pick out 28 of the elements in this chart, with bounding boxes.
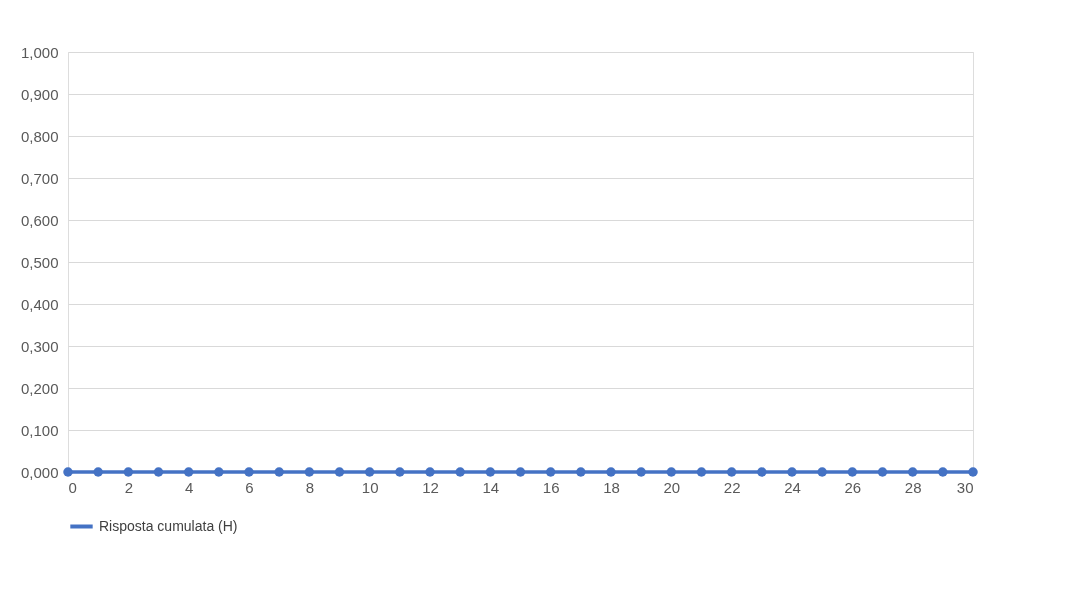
x-tick-label: 8 bbox=[305, 478, 315, 496]
x-tick-label: 18 bbox=[603, 478, 620, 496]
y-tick-label: 0,700 bbox=[20, 169, 59, 187]
x-tick-label: 20 bbox=[663, 478, 681, 496]
x-tick-label: 12 bbox=[422, 478, 439, 496]
x-tick-label: 14 bbox=[482, 478, 500, 496]
x-tick-label: 4 bbox=[184, 478, 194, 496]
x-tick-label: 0 bbox=[68, 478, 77, 496]
x-tick-label: 16 bbox=[542, 478, 560, 496]
y-tick-label: 0,000 bbox=[20, 463, 59, 481]
y-tick-label: 0,400 bbox=[20, 295, 59, 313]
y-tick-label: 0,100 bbox=[20, 421, 59, 439]
x-tick-label: 10 bbox=[361, 478, 379, 496]
y-tick-label: 0,900 bbox=[20, 85, 59, 103]
x-tick-label: 2 bbox=[124, 478, 134, 496]
x-tick-label: 30 bbox=[956, 478, 974, 496]
y-tick-label: 0,200 bbox=[20, 379, 59, 397]
y-tick-label: 0,800 bbox=[20, 127, 59, 145]
y-tick-label: 0,500 bbox=[20, 253, 59, 271]
x-tick-label: 28 bbox=[904, 478, 922, 496]
x-tick-label: 22 bbox=[723, 478, 741, 496]
y-tick-label: 0,600 bbox=[20, 211, 59, 229]
y-tick-label: 0,300 bbox=[20, 337, 59, 355]
x-tick-label: 26 bbox=[844, 478, 862, 496]
x-tick-label: 24 bbox=[784, 478, 801, 496]
y-tick-label: 1,000 bbox=[20, 43, 59, 61]
legend-label: Risposta cumulata (H) bbox=[99, 517, 238, 534]
x-tick-label: 6 bbox=[245, 478, 254, 496]
